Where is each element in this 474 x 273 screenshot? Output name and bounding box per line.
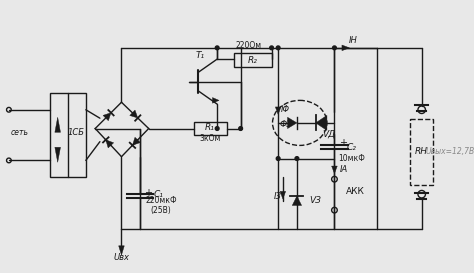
- Text: IА: IА: [340, 165, 348, 174]
- Bar: [194, 122, 227, 135]
- Text: VЗ: VЗ: [310, 196, 322, 205]
- Text: 220Ом: 220Ом: [235, 41, 261, 51]
- Text: IЗ: IЗ: [274, 192, 282, 201]
- Text: Uвых=12,7В: Uвых=12,7В: [425, 147, 474, 156]
- Circle shape: [270, 46, 273, 50]
- Circle shape: [333, 46, 337, 50]
- Text: 220мкФ
(25В): 220мкФ (25В): [145, 196, 177, 215]
- Text: IΦ: IΦ: [281, 105, 290, 114]
- Polygon shape: [280, 191, 286, 199]
- Text: +: +: [144, 188, 152, 198]
- Bar: [410, 119, 433, 185]
- Text: VД: VД: [322, 130, 336, 139]
- Polygon shape: [118, 246, 124, 255]
- Circle shape: [295, 157, 299, 161]
- Text: 1СБ: 1СБ: [68, 128, 85, 137]
- Polygon shape: [332, 166, 337, 174]
- Text: IН: IН: [349, 36, 357, 45]
- Polygon shape: [316, 115, 327, 130]
- Circle shape: [215, 46, 219, 50]
- Polygon shape: [288, 117, 297, 129]
- Text: T₁: T₁: [196, 51, 205, 60]
- Text: АКК: АКК: [346, 187, 365, 196]
- Text: ФЭ: ФЭ: [280, 120, 293, 129]
- Polygon shape: [212, 97, 219, 103]
- Polygon shape: [132, 137, 140, 145]
- Polygon shape: [106, 140, 114, 148]
- Bar: [50, 93, 86, 177]
- Circle shape: [276, 46, 280, 50]
- Polygon shape: [55, 117, 61, 132]
- Text: C₂: C₂: [346, 143, 356, 152]
- Circle shape: [239, 127, 243, 130]
- Text: RН: RН: [415, 147, 428, 156]
- Text: +: +: [339, 138, 347, 148]
- Polygon shape: [130, 110, 138, 118]
- Circle shape: [276, 157, 280, 161]
- Polygon shape: [103, 113, 111, 121]
- Text: 10мкФ: 10мкФ: [338, 154, 365, 163]
- Bar: [234, 54, 272, 67]
- Text: сеть: сеть: [11, 128, 29, 137]
- Text: 3кОм: 3кОм: [200, 134, 221, 143]
- Text: C₁: C₁: [154, 190, 164, 199]
- Text: R₂: R₂: [248, 55, 258, 64]
- Polygon shape: [55, 147, 61, 162]
- Text: R₁: R₁: [205, 123, 215, 132]
- Circle shape: [215, 127, 219, 130]
- Polygon shape: [275, 107, 281, 114]
- Polygon shape: [292, 196, 301, 206]
- Text: Uвх: Uвх: [113, 253, 129, 262]
- Polygon shape: [342, 45, 349, 51]
